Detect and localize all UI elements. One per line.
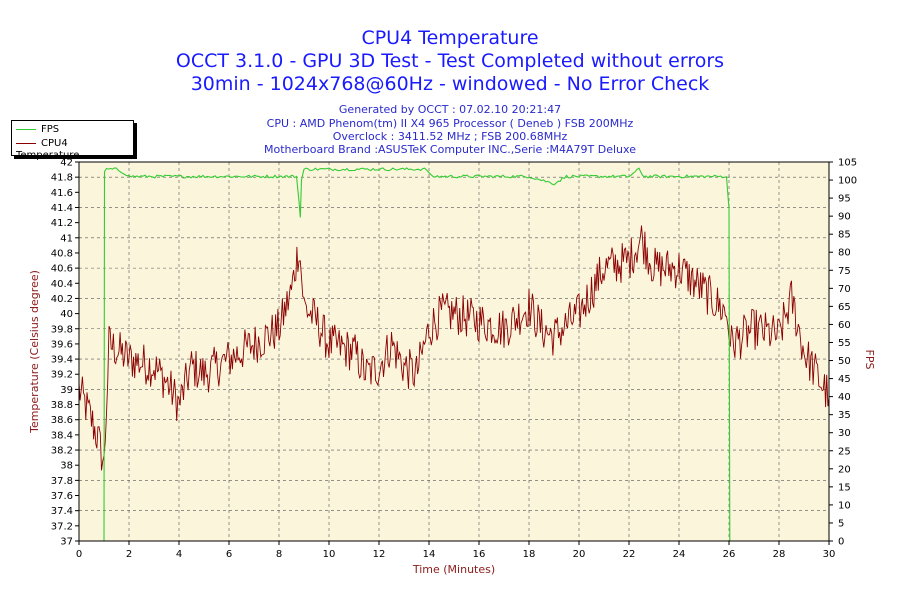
x-tick-label: 20 bbox=[573, 549, 586, 560]
y-tick-label: 39.4 bbox=[51, 355, 73, 366]
y-tick-label: 38.8 bbox=[51, 400, 73, 411]
info-motherboard: Motherboard Brand :ASUSTeK Computer INC.… bbox=[264, 143, 636, 156]
x-tick-label: 2 bbox=[126, 549, 132, 560]
y-axis-label: Temperature (Celsius degree) bbox=[28, 270, 41, 434]
y-tick-label: 41.8 bbox=[51, 173, 73, 184]
y-tick-label: 38.6 bbox=[51, 415, 73, 426]
y2-tick-label: 100 bbox=[838, 176, 857, 187]
y2-tick-label: 55 bbox=[838, 338, 851, 349]
x-axis-label: Time (Minutes) bbox=[412, 563, 495, 576]
x-tick-label: 28 bbox=[773, 549, 786, 560]
y2-tick-label: 90 bbox=[838, 212, 851, 223]
y2-tick-label: 105 bbox=[838, 158, 857, 169]
x-tick-label: 30 bbox=[823, 549, 836, 560]
y-tick-label: 37.8 bbox=[51, 476, 73, 487]
series-line-fps bbox=[79, 167, 829, 542]
x-tick-label: 16 bbox=[473, 549, 486, 560]
chart-title: CPU4 Temperature bbox=[361, 27, 539, 49]
legend-label-fps: FPS bbox=[41, 124, 60, 135]
y-tick-label: 38.2 bbox=[51, 446, 73, 457]
chart-legend: FPS CPU4 Temperature bbox=[11, 120, 134, 161]
y2-tick-label: 15 bbox=[838, 482, 851, 493]
info-overclock: Overclock : 3411.52 MHz ; FSB 200.68MHz bbox=[332, 130, 568, 143]
y2-tick-label: 50 bbox=[838, 356, 851, 367]
x-tick-label: 8 bbox=[276, 549, 282, 560]
y2-tick-label: 60 bbox=[838, 320, 851, 331]
y-tick-label: 41.6 bbox=[51, 188, 73, 199]
y-tick-label: 39.8 bbox=[51, 324, 73, 335]
x-tick-label: 4 bbox=[176, 549, 182, 560]
y2-tick-label: 10 bbox=[838, 500, 851, 511]
x-tick-label: 26 bbox=[723, 549, 736, 560]
x-tick-label: 0 bbox=[76, 549, 82, 560]
y-tick-label: 40.6 bbox=[51, 264, 73, 275]
y2-tick-label: 20 bbox=[838, 464, 851, 475]
legend-item-temperature: CPU4 Temperature bbox=[16, 138, 133, 161]
y-tick-label: 40.8 bbox=[51, 248, 73, 259]
y-tick-label: 41 bbox=[60, 233, 73, 244]
y-tick-label: 37 bbox=[60, 537, 73, 548]
x-tick-label: 14 bbox=[423, 549, 436, 560]
y-tick-label: 42 bbox=[60, 158, 73, 169]
chart-subtitle-test: OCCT 3.1.0 - GPU 3D Test - Test Complete… bbox=[175, 50, 725, 72]
y2-tick-label: 25 bbox=[838, 446, 851, 457]
y-tick-label: 40.2 bbox=[51, 294, 73, 305]
y-tick-label: 37.4 bbox=[51, 506, 73, 517]
y2-tick-label: 0 bbox=[838, 537, 844, 548]
x-tick-label: 22 bbox=[623, 549, 636, 560]
legend-label-temperature: CPU4 Temperature bbox=[16, 138, 80, 161]
legend-swatch-temperature bbox=[16, 142, 36, 144]
plot-area bbox=[79, 162, 829, 541]
y-tick-label: 41.2 bbox=[51, 218, 73, 229]
y-tick-label: 40.4 bbox=[51, 279, 73, 290]
y2-tick-label: 5 bbox=[838, 518, 844, 529]
y2-tick-label: 95 bbox=[838, 194, 851, 205]
y-tick-label: 40 bbox=[60, 309, 73, 320]
y-tick-label: 39 bbox=[60, 385, 73, 396]
info-cpu: CPU : AMD Phenom(tm) II X4 965 Processor… bbox=[266, 117, 634, 130]
y2-tick-label: 75 bbox=[838, 266, 851, 277]
x-tick-label: 18 bbox=[523, 549, 536, 560]
x-tick-label: 24 bbox=[673, 549, 686, 560]
info-generated: Generated by OCCT : 07.02.10 20:21:47 bbox=[338, 103, 562, 116]
y2-tick-label: 85 bbox=[838, 230, 851, 241]
y-tick-label: 37.2 bbox=[51, 521, 73, 532]
y-tick-label: 38 bbox=[60, 461, 73, 472]
x-tick-label: 10 bbox=[323, 549, 336, 560]
plot-frame bbox=[78, 161, 830, 542]
y2-tick-label: 30 bbox=[838, 428, 851, 439]
y2-tick-label: 65 bbox=[838, 302, 851, 313]
y2-axis-label: FPS bbox=[863, 350, 876, 370]
y-tick-label: 41.4 bbox=[51, 203, 73, 214]
x-tick-label: 6 bbox=[226, 549, 232, 560]
y-tick-label: 38.4 bbox=[51, 430, 73, 441]
y-tick-label: 37.6 bbox=[51, 491, 73, 502]
y2-tick-label: 45 bbox=[838, 374, 851, 385]
chart-subtitle-settings: 30min - 1024x768@60Hz - windowed - No Er… bbox=[190, 73, 710, 95]
y2-tick-label: 80 bbox=[838, 248, 851, 259]
x-tick-label: 12 bbox=[373, 549, 386, 560]
legend-swatch-fps bbox=[16, 128, 36, 130]
y2-tick-label: 35 bbox=[838, 410, 851, 421]
series-line-temperature bbox=[78, 225, 830, 471]
y-tick-label: 39.6 bbox=[51, 339, 73, 350]
legend-item-fps: FPS bbox=[16, 124, 59, 136]
y2-tick-label: 40 bbox=[838, 392, 851, 403]
y2-tick-label: 70 bbox=[838, 284, 851, 295]
y-tick-label: 39.2 bbox=[51, 370, 73, 381]
